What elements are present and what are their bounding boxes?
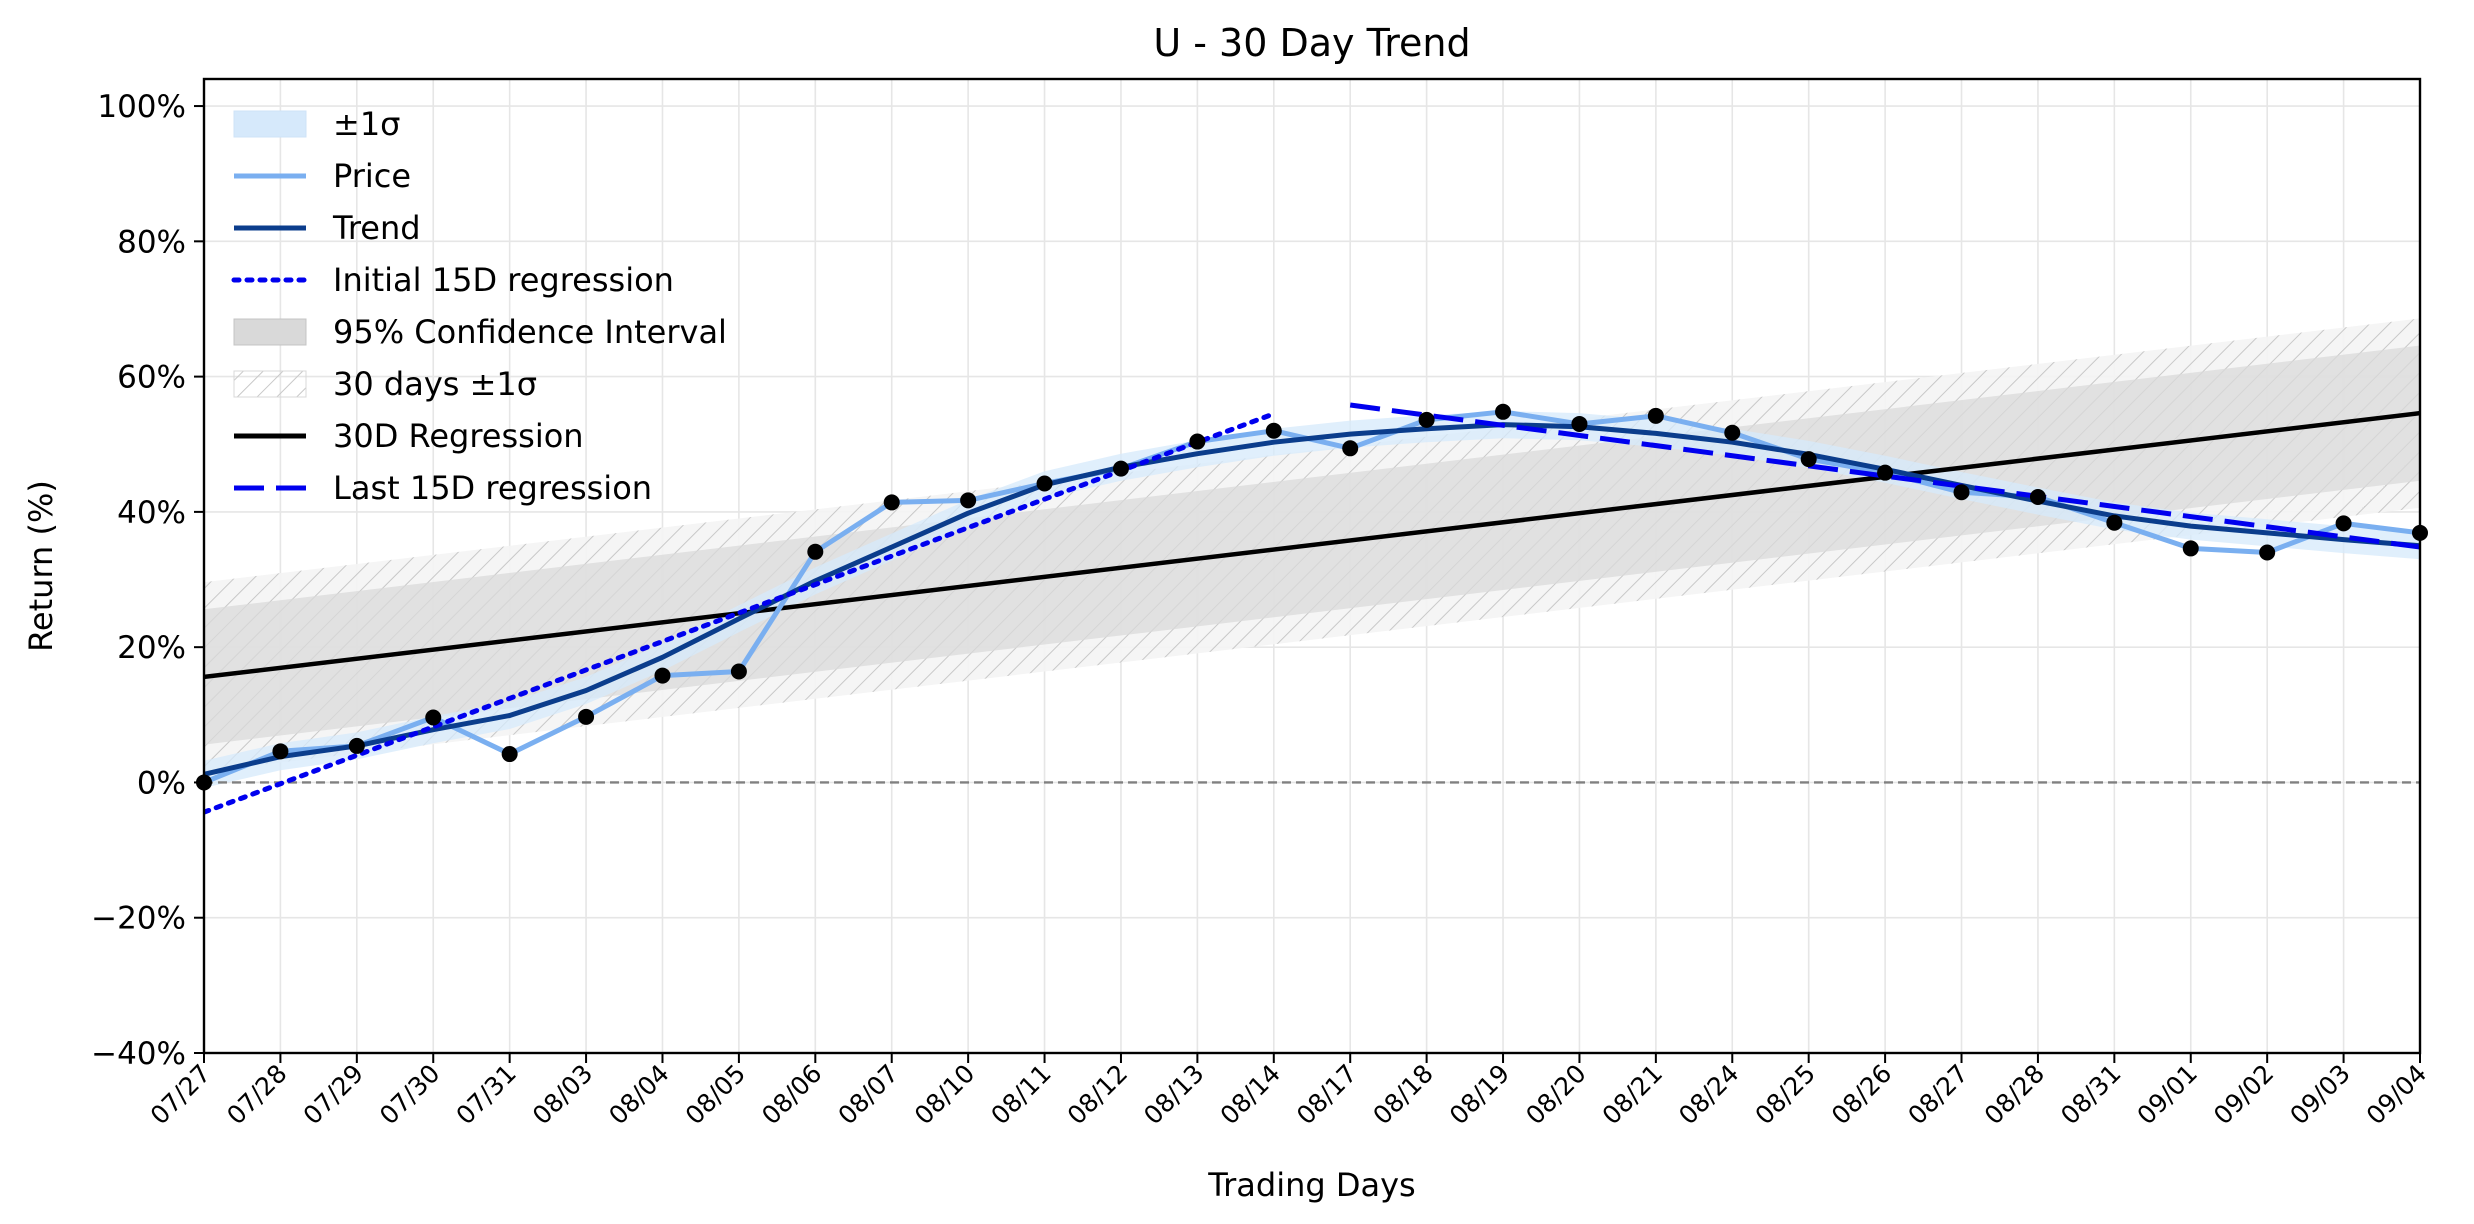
price-point [2106, 514, 2123, 531]
legend-label: 30D Regression [333, 417, 584, 455]
x-tick-label: 08/26 [1826, 1059, 1897, 1130]
y-axis-label: Return (%) [22, 480, 60, 652]
legend-item: 95% Confidence Interval [233, 313, 727, 351]
x-tick-label: 08/05 [680, 1059, 751, 1130]
x-tick-label: 08/12 [1062, 1059, 1133, 1130]
price-point [1953, 484, 1970, 501]
x-tick-label: 07/31 [450, 1059, 521, 1130]
price-point [1724, 424, 1741, 441]
price-point [348, 737, 365, 754]
price-point [425, 709, 442, 726]
price-point [2335, 515, 2352, 532]
x-tick-label: 08/04 [603, 1059, 674, 1130]
price-point [1647, 407, 1664, 424]
price-point [1800, 451, 1817, 468]
x-tick-label: 08/06 [756, 1059, 827, 1130]
price-point [730, 663, 747, 680]
x-tick-label: 07/30 [374, 1059, 445, 1130]
plot-frame [202, 77, 2422, 1055]
price-points [196, 403, 2428, 791]
x-tick-label: 07/28 [221, 1059, 292, 1130]
x-tick-label: 08/24 [1673, 1059, 1744, 1130]
x-tick-label: 08/07 [833, 1059, 904, 1130]
price-point [1571, 415, 1588, 432]
trend-line [204, 422, 2420, 777]
y-tick-label: −40% [91, 1036, 186, 1072]
x-tick-label: 09/01 [2132, 1059, 2203, 1130]
price-point [1877, 464, 1894, 481]
legend-sigma-30d-swatch [233, 370, 307, 398]
x-tick-label: 08/31 [2055, 1059, 2126, 1130]
legend-label: ±1σ [333, 105, 400, 143]
price-point [960, 492, 977, 509]
legend-item: 30D Regression [234, 417, 584, 455]
legend-item: ±1σ [233, 105, 400, 143]
price-point [2182, 540, 2199, 557]
legend-ci-swatch [233, 318, 307, 346]
legend-item: Trend [234, 209, 421, 247]
x-tick-label: 08/20 [1520, 1059, 1591, 1130]
chart-title: U - 30 Day Trend [1153, 21, 1470, 65]
legend-item: Last 15D regression [234, 469, 652, 507]
x-tick-label: 09/03 [2284, 1059, 2355, 1130]
x-tick-label: 08/28 [1979, 1059, 2050, 1130]
legend-label: Initial 15D regression [333, 261, 674, 299]
price-point [2029, 489, 2046, 506]
legend-label: Last 15D regression [333, 469, 652, 507]
legend-item: 30 days ±1σ [233, 365, 537, 403]
x-tick-label: 08/10 [909, 1059, 980, 1130]
price-point [1265, 422, 1282, 439]
price-point [807, 543, 824, 560]
legend-label: 30 days ±1σ [333, 365, 537, 403]
series-lines [204, 402, 2420, 815]
y-tick-label: 80% [117, 224, 186, 260]
price-point [578, 708, 595, 725]
x-tick-label: 08/18 [1367, 1059, 1438, 1130]
legend-label: Price [333, 157, 411, 195]
y-tick-label: 0% [137, 765, 186, 801]
initial-15d-regression-line [204, 411, 1277, 815]
y-tick-label: 60% [117, 360, 186, 396]
price-point [1418, 411, 1435, 428]
price-point [501, 746, 518, 763]
y-tick-label: 40% [117, 495, 186, 531]
x-tick-label: 08/14 [1215, 1059, 1286, 1130]
x-tick-label: 09/04 [2361, 1059, 2432, 1130]
x-tick-label: 08/27 [1902, 1059, 1973, 1130]
x-tick-label: 08/13 [1138, 1059, 1209, 1130]
price-point [1342, 440, 1359, 457]
x-tick-label: 08/03 [527, 1059, 598, 1130]
legend: ±1σ Price Trend Initial 15D regression 95% C… [231, 105, 727, 507]
x-tick-label: 09/02 [2208, 1059, 2279, 1130]
price-point [1036, 475, 1053, 492]
last-15d-regression-line [1349, 402, 2420, 550]
x-axis-label: Trading Days [1207, 1166, 1415, 1204]
price-point [883, 494, 900, 511]
price-point [1189, 433, 1206, 450]
x-tick-label: 08/19 [1444, 1059, 1515, 1130]
legend-item: Initial 15D regression [231, 261, 674, 299]
legend-label: 95% Confidence Interval [333, 313, 727, 351]
price-point [1112, 460, 1129, 477]
x-tick-label: 08/21 [1597, 1059, 1668, 1130]
price-point [654, 667, 671, 684]
x-tick-label: 08/11 [985, 1059, 1056, 1130]
legend-item: Price [234, 157, 411, 195]
legend-label: Trend [332, 209, 421, 247]
legend-sigma-swatch [233, 110, 307, 138]
y-tick-label: 100% [97, 89, 186, 125]
y-tick-label: 20% [117, 630, 186, 666]
x-tick-label: 08/17 [1291, 1059, 1362, 1130]
price-point [1495, 403, 1512, 420]
price-point [272, 743, 289, 760]
regression-30d-line [204, 410, 2420, 680]
x-tick-label: 08/25 [1749, 1059, 1820, 1130]
x-tick-label: 07/29 [298, 1059, 369, 1130]
price-point [2259, 544, 2276, 561]
y-tick-label: −20% [91, 901, 186, 937]
